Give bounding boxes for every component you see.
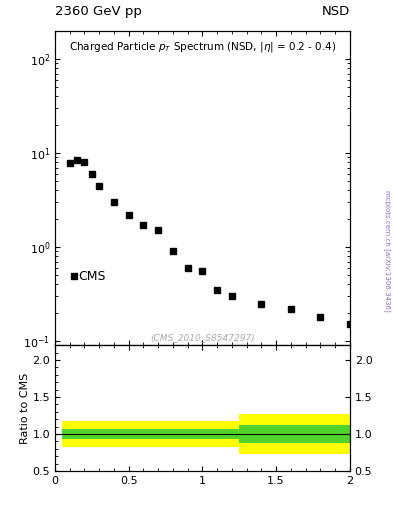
Text: 2360 GeV pp: 2360 GeV pp xyxy=(55,5,142,18)
Y-axis label: Ratio to CMS: Ratio to CMS xyxy=(20,373,29,444)
Text: CMS: CMS xyxy=(79,269,106,283)
Text: Charged Particle $p_T$ Spectrum (NSD, $|\eta|$ = 0.2 - 0.4): Charged Particle $p_T$ Spectrum (NSD, $|… xyxy=(69,40,336,54)
Text: (CMS_2010_S8547297): (CMS_2010_S8547297) xyxy=(150,333,255,342)
Text: mcplots.cern.ch [arXiv:1306.3436]: mcplots.cern.ch [arXiv:1306.3436] xyxy=(384,190,391,312)
Text: NSD: NSD xyxy=(321,5,350,18)
